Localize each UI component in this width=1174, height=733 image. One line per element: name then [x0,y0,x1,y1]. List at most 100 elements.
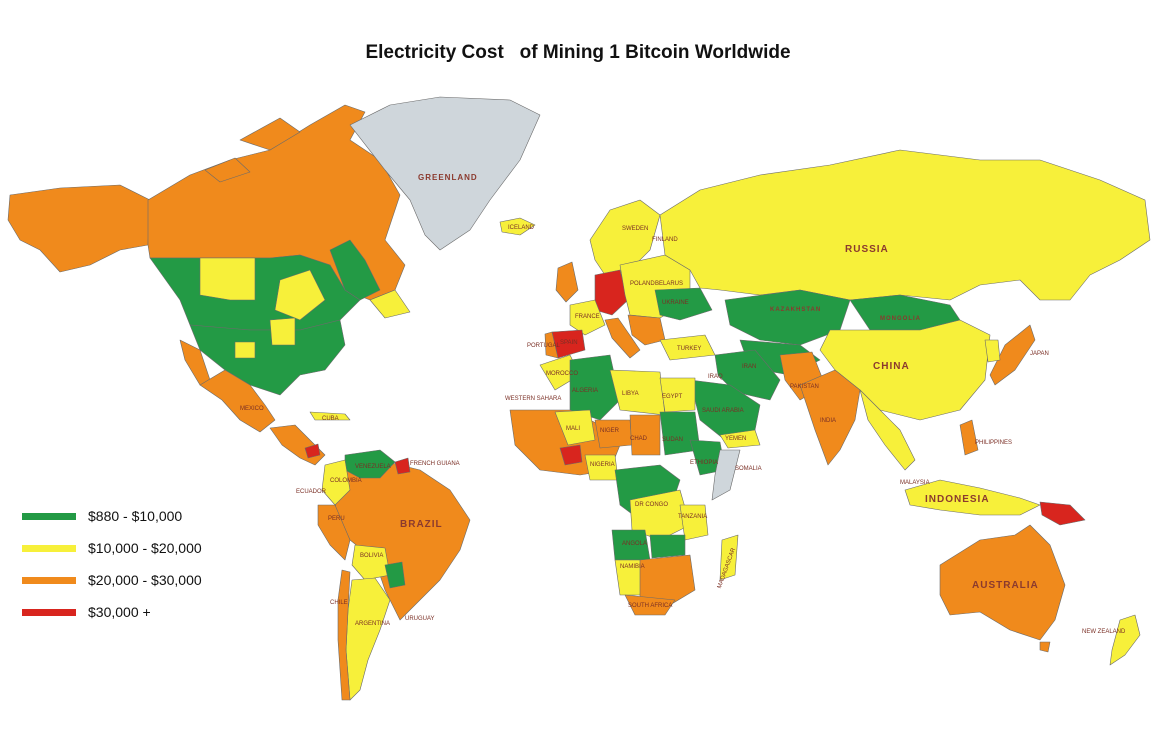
region-usa-canada-east [329,239,381,301]
label-libya: LIBYA [622,391,639,397]
region-yemen [719,429,761,449]
label-finland: FINLAND [652,237,678,243]
legend-swatch-green [22,513,76,520]
label-sweden: SWEDEN [622,226,648,232]
label-belarus: BELARUS [655,281,683,287]
region-tanzania [679,504,709,541]
label-mali: MALI [566,426,580,432]
label-south-africa: SOUTH AFRICA [628,603,672,609]
region-chile [337,569,351,701]
region-japan [989,324,1036,386]
label-turkey: TURKEY [677,346,701,352]
label-iceland: ICELAND [508,225,535,231]
label-algeria: ALGERIA [572,388,598,394]
label-morocco: MOROCCO [546,371,578,377]
legend-swatch-yellow [22,545,76,552]
region-chad [629,414,661,456]
region-colombia [321,459,351,506]
label-poland: POLAND [630,281,655,287]
region-new-zealand [1109,614,1141,666]
region-mali [554,409,596,446]
region-usa-yellow-ne [274,269,326,321]
region-philippines [959,419,979,456]
region-india [799,369,861,466]
region-bolivia [351,544,391,581]
map-title: Electricity Cost of Mining 1 Bitcoin Wor… [365,42,791,63]
label-namibia: NAMIBIA [620,564,645,570]
region-paraguay [384,561,406,589]
region-algeria [569,354,621,421]
label-somalia: SOMALIA [735,466,762,472]
region-madagascar [719,534,739,581]
label-chad: CHAD [630,436,648,442]
region-russia [659,149,1151,301]
region-red-westafrica [559,444,583,466]
legend-label: $20,000 - $30,000 [88,572,202,588]
label-kazakhstan: KAZAKHSTAN [770,307,821,313]
region-argentina [345,577,391,701]
legend-swatch-orange [22,577,76,584]
label-brazil: BRAZIL [400,519,443,530]
region-png-red [1039,501,1086,526]
region-peru [317,504,351,561]
label-uruguay: URUGUAY [405,616,435,622]
label-india: INDIA [820,418,836,424]
region-balkans [627,314,666,346]
label-iran: IRAN [742,364,756,370]
region-tasmania [1039,641,1051,653]
region-mexico [199,369,276,433]
region-kazakhstan [724,289,851,346]
label-dr-congo: DR CONGO [635,502,668,508]
region-ukraine [654,287,713,321]
label-china: CHINA [873,361,910,372]
label-philippines: PHILIPPINES [975,440,1012,446]
label-ukraine: UKRAINE [662,300,689,306]
legend-label: $30,000 + [88,604,151,620]
label-peru: PERU [328,516,345,522]
label-tanzania: TANZANIA [678,514,707,520]
label-venezuela: VENEZUELA [355,464,391,470]
label-sudan: SUDAN [662,437,683,443]
region-uk [555,261,579,303]
label-yemen: YEMEN [725,436,746,442]
region-se-asia [859,389,916,471]
label-indonesia: INDONESIA [925,494,990,505]
label-australia: AUSTRALIA [972,580,1039,591]
label-malaysia: MALAYSIA [900,480,930,486]
label-japan: JAPAN [1030,351,1049,357]
region-southern-africa [639,554,696,606]
region-maine [369,289,411,319]
region-south-africa [624,594,676,616]
region-somalia [711,449,741,501]
region-canada-islands [204,117,301,183]
region-korea [984,339,1001,363]
region-italy [604,317,641,359]
legend-swatch-red [22,609,76,616]
region-panama-red [304,443,321,459]
label-portugal: PORTUGAL [527,343,561,349]
label-chile: CHILE [330,600,348,606]
label-western-sahara: WESTERN SAHARA [505,396,561,402]
label-france: FRANCE [575,314,600,320]
legend-label: $10,000 - $20,000 [88,540,202,556]
label-russia: RUSSIA [845,244,889,255]
label-saudi-arabia: SAUDI ARABIA [702,408,744,414]
label-angola: ANGOLA [622,541,647,547]
label-colombia: COLOMBIA [330,478,362,484]
label-new-zealand: NEW ZEALAND [1082,629,1126,635]
region-indonesia [904,479,1041,516]
region-scandinavia [589,199,661,276]
label-argentina: ARGENTINA [355,621,390,627]
region-cuba [309,411,351,421]
label-cuba: CUBA [322,416,339,422]
region-greenland [349,96,541,251]
region-iceland [499,217,536,236]
region-australia [939,524,1066,641]
label-spain: SPAIN [560,340,578,346]
label-ethiopia: ETHIOPIA [690,460,718,466]
region-dr-congo [629,489,691,541]
label-greenland: GREENLAND [418,173,478,182]
region-alaska [7,184,151,273]
region-usa-yellow-mid [234,341,256,359]
